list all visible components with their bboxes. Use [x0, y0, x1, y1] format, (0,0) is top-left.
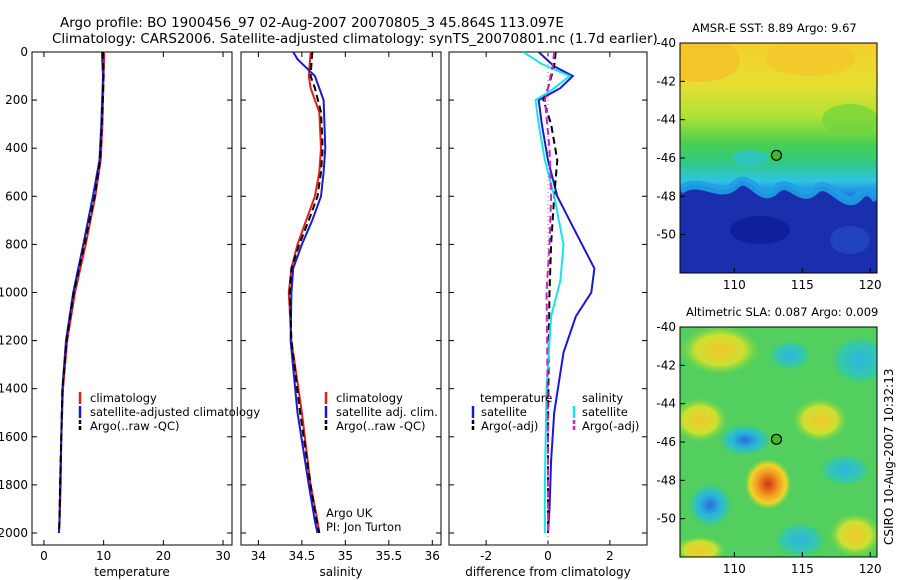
series-line: [57, 52, 105, 534]
y-tick-label: -44: [656, 397, 676, 411]
x-tick-label: 35: [338, 549, 353, 563]
x-tick-label: 2: [606, 549, 614, 563]
y-tick-label: 200: [5, 93, 28, 107]
y-tick-label: 1200: [0, 334, 28, 348]
series-line: [522, 52, 572, 533]
series-line: [543, 52, 556, 533]
y-tick-label: -40: [656, 320, 676, 334]
legend-label: salinity: [582, 391, 623, 405]
legend-label: satellite-adjusted climatology: [90, 405, 260, 419]
y-tick-label: -40: [656, 36, 676, 50]
y-tick-label: -48: [656, 473, 676, 487]
annotation-argo-uk: Argo UK: [326, 506, 373, 520]
legend-label: Argo(..raw -QC): [90, 419, 180, 433]
x-tick-label: 34.5: [289, 549, 316, 563]
x-axis-label: difference from climatology: [465, 565, 631, 579]
panel-frame: [240, 51, 442, 546]
legend-label: satellite adj. clim.: [336, 405, 438, 419]
series-line: [289, 52, 327, 534]
x-tick-label: 10: [96, 549, 111, 563]
sla-map-heatmap: [680, 327, 877, 557]
legend-label: Argo(-adj): [582, 419, 639, 433]
series-line: [57, 52, 106, 534]
series-line: [57, 52, 105, 534]
y-tick-label: -44: [656, 113, 676, 127]
legend-label: Argo(-adj): [481, 419, 538, 433]
x-tick-label: 110: [723, 562, 746, 576]
x-tick-label: 34: [251, 549, 266, 563]
panel-frame: [31, 51, 233, 546]
y-tick-label: -50: [656, 228, 676, 242]
x-tick-label: 0: [544, 549, 552, 563]
y-tick-label: 800: [5, 237, 28, 251]
legend-label: climatology: [336, 391, 403, 405]
y-tick-label: 1600: [0, 430, 28, 444]
y-tick-label: 1400: [0, 382, 28, 396]
legend-label: temperature: [480, 391, 552, 405]
sst-map-title: AMSR-E SST: 8.89 Argo: 9.67: [692, 21, 857, 35]
y-tick-label: -46: [656, 435, 676, 449]
y-tick-label: 1000: [0, 285, 28, 299]
sst-map-heatmap: [680, 43, 877, 273]
x-axis-label: temperature: [94, 565, 169, 579]
x-tick-label: 115: [791, 278, 814, 292]
series-line: [288, 52, 324, 534]
series-line: [287, 52, 323, 534]
x-tick-label: 20: [156, 549, 171, 563]
x-tick-label: 30: [215, 549, 230, 563]
legend-label: satellite: [481, 405, 527, 419]
y-tick-label: -42: [656, 74, 676, 88]
x-tick-label: 36: [425, 549, 440, 563]
x-axis-label: salinity: [319, 565, 362, 579]
x-tick-label: 120: [859, 562, 882, 576]
series-line: [537, 52, 596, 534]
argo-location-marker: [770, 433, 783, 445]
y-tick-label: -50: [656, 512, 676, 526]
y-tick-label: -46: [656, 151, 676, 165]
x-tick-label: 120: [859, 278, 882, 292]
legend-label: satellite: [582, 405, 628, 419]
y-tick-label: -48: [656, 189, 676, 203]
figure-title-line2: Climatology: CARS2006. Satellite-adjuste…: [52, 31, 658, 47]
x-tick-label: -2: [480, 549, 492, 563]
annotation-pi: PI: Jon Turton: [326, 520, 401, 534]
x-tick-label: 35.5: [375, 549, 402, 563]
difference-legend: temperature satellite Argo(-adj) salinit…: [471, 391, 639, 433]
sla-map-title: Altimetric SLA: 0.087 Argo: 0.009: [686, 305, 878, 319]
y-tick-label: -42: [656, 358, 676, 372]
legend-label: Argo(..raw -QC): [336, 419, 426, 433]
sst-map-axes: 110 115 120 -40 -42 -44 -46 -48 -50: [656, 36, 881, 292]
y-tick-label: 0: [20, 45, 28, 59]
temperature-panel: 0 10 20 30 0 200 400 600 800 1000 1200 1400 1600 1800…: [0, 45, 233, 579]
salinity-legend: climatology satellite adj. clim. Argo(..…: [324, 391, 438, 534]
x-tick-label: 115: [791, 562, 814, 576]
series-group: [287, 52, 327, 534]
figure-title-line1: Argo profile: BO 1900456_97 02-Aug-2007 …: [60, 15, 564, 31]
y-tick-label: 600: [5, 189, 28, 203]
sla-map-axes: 110 115 120 -40 -42 -44 -46 -48 -50: [656, 320, 881, 576]
difference-panel: -2 0 2 difference from climatology: [448, 51, 648, 579]
credit-text: CSIRO 10-Aug-2007 10:32:13: [882, 369, 896, 545]
series-group: [522, 52, 596, 534]
temperature-legend: climatology satellite-adjusted climatolo…: [78, 391, 260, 433]
legend-label: climatology: [90, 391, 157, 405]
salinity-panel: 34 34.5 35 35.5 36 salinity: [240, 51, 442, 579]
argo-location-marker: [770, 149, 783, 161]
y-tick-label: 1800: [0, 478, 28, 492]
x-tick-label: 110: [723, 278, 746, 292]
y-tick-label: 400: [5, 141, 28, 155]
x-tick-label: 0: [40, 549, 48, 563]
series-group: [57, 52, 106, 534]
y-tick-label: 2000: [0, 526, 28, 540]
